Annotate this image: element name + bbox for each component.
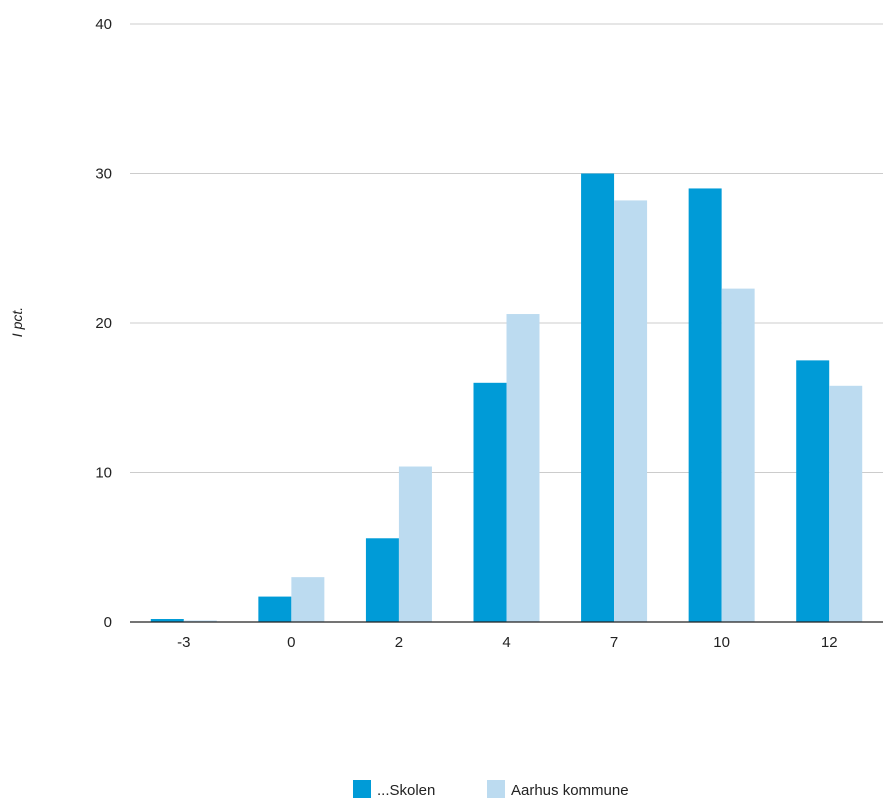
bar xyxy=(581,173,615,622)
x-axis-ticks: -3 0 2 4 7 10 12 xyxy=(177,634,837,651)
legend-swatch xyxy=(353,780,371,798)
x-tick-label: 4 xyxy=(502,634,510,651)
bar xyxy=(829,385,863,622)
bar xyxy=(258,596,292,622)
bar xyxy=(473,382,507,622)
bar xyxy=(150,619,184,622)
bar xyxy=(365,538,399,622)
bar xyxy=(291,577,325,622)
bar xyxy=(688,188,722,622)
y-axis-label: I pct. xyxy=(9,307,25,337)
x-tick-label: 7 xyxy=(610,634,618,651)
y-axis-ticks: 0 10 20 30 40 xyxy=(95,16,112,631)
bar xyxy=(506,314,540,622)
legend-label: ...Skolen xyxy=(377,782,435,799)
x-tick-label: 0 xyxy=(287,634,295,651)
bar xyxy=(183,620,217,622)
x-tick-label: 12 xyxy=(821,634,838,651)
y-tick-label: 10 xyxy=(95,465,112,482)
x-tick-label: 10 xyxy=(713,634,730,651)
legend-swatch xyxy=(487,780,505,798)
bar xyxy=(796,360,830,622)
y-tick-label: 40 xyxy=(95,16,112,33)
x-tick-label: -3 xyxy=(177,634,190,651)
bar xyxy=(398,466,432,622)
y-tick-label: 30 xyxy=(95,166,112,183)
legend-label: Aarhus kommune xyxy=(511,782,629,799)
bar xyxy=(721,288,755,622)
legend: ...Skolen Aarhus kommune xyxy=(353,780,629,799)
bars xyxy=(130,173,883,623)
y-tick-label: 0 xyxy=(104,614,112,631)
x-tick-label: 2 xyxy=(395,634,403,651)
bar xyxy=(614,200,648,622)
y-tick-label: 20 xyxy=(95,315,112,332)
